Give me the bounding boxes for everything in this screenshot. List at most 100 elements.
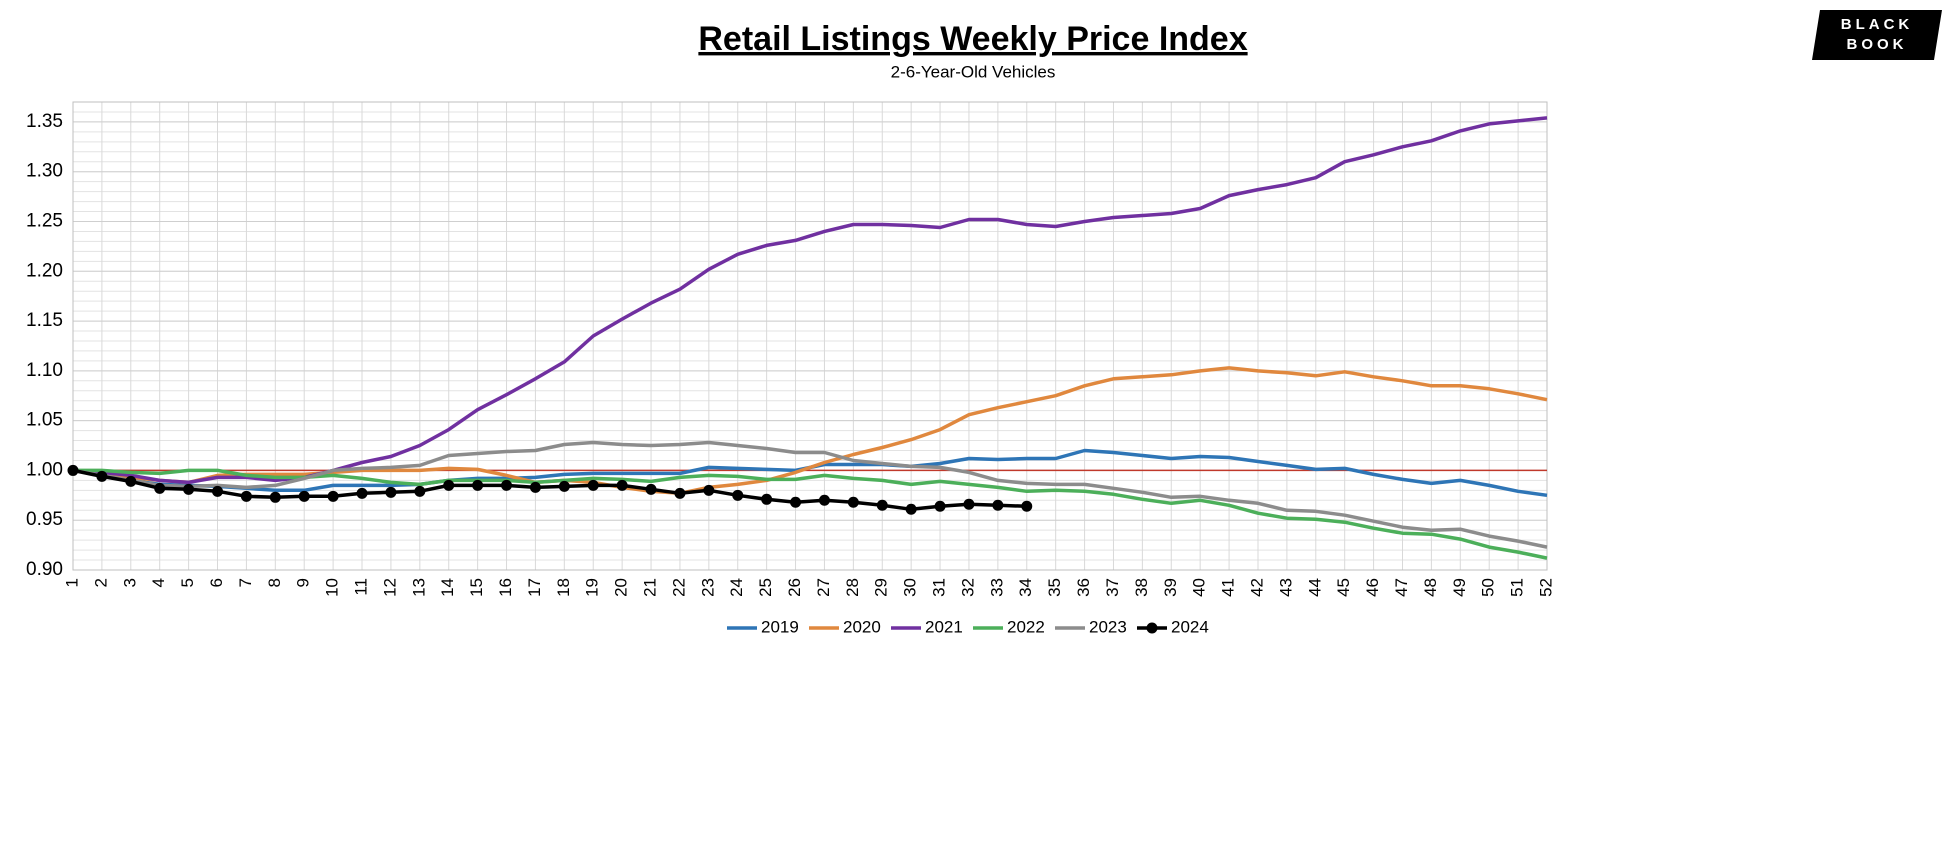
x-tick-label: 18: [554, 578, 573, 597]
series-marker: [443, 479, 455, 491]
x-tick-label: 41: [1219, 578, 1238, 597]
series-marker: [645, 483, 657, 495]
series-line: [73, 468, 1548, 560]
x-tick-label: 15: [467, 578, 486, 597]
x-tick-label: 23: [698, 578, 717, 597]
chart-subtitle: 2-6-Year-Old Vehicles: [891, 62, 1056, 81]
x-tick-label: 7: [236, 578, 255, 587]
legend-label: 2019: [761, 617, 799, 636]
legend-marker: [1146, 622, 1158, 634]
y-tick-label: 1.00: [26, 459, 63, 480]
series-marker: [269, 491, 281, 503]
x-tick-label: 33: [987, 578, 1006, 597]
series-marker: [818, 494, 830, 506]
x-tick-label: 47: [1392, 578, 1411, 597]
legend-label: 2022: [1007, 617, 1045, 636]
x-tick-label: 9: [294, 578, 313, 587]
x-tick-label: 39: [1161, 578, 1180, 597]
y-tick-label: 1.35: [26, 111, 63, 132]
x-tick-label: 14: [438, 578, 457, 597]
series-marker: [703, 484, 715, 496]
x-tick-label: 50: [1479, 578, 1498, 597]
x-tick-label: 46: [1363, 578, 1382, 597]
x-tick-label: 21: [641, 578, 660, 597]
series-marker: [674, 487, 686, 499]
series-marker: [876, 499, 888, 511]
x-tick-label: 4: [149, 578, 168, 587]
x-tick-label: 6: [207, 578, 226, 587]
y-tick-label: 1.15: [26, 310, 63, 331]
series-line: [72, 468, 1027, 512]
x-tick-label: 26: [785, 578, 804, 597]
series-marker: [732, 489, 744, 501]
x-tick-label: 19: [583, 578, 602, 597]
series-line: [72, 116, 1548, 485]
x-tick-label: 51: [1508, 578, 1527, 597]
plot-frame: [72, 101, 1548, 571]
chart-title: Retail Listings Weekly Price Index: [698, 20, 1247, 58]
x-tick-label: 40: [1190, 578, 1209, 597]
x-tick-label: 52: [1536, 578, 1555, 597]
series-marker: [385, 486, 397, 498]
y-tick-label: 1.20: [26, 260, 63, 281]
x-tick-label: 37: [1103, 578, 1122, 597]
series-marker: [847, 496, 859, 508]
y-tick-label: 1.25: [26, 211, 63, 232]
legend-label: 2021: [925, 617, 963, 636]
series-marker: [96, 470, 108, 482]
series-marker: [472, 479, 484, 491]
x-tick-label: 35: [1045, 578, 1064, 597]
series-marker: [616, 479, 628, 491]
x-tick-label: 3: [120, 578, 139, 587]
x-tick-label: 44: [1305, 578, 1324, 597]
x-tick-label: 38: [1132, 578, 1151, 597]
x-tick-label: 11: [352, 578, 371, 596]
x-tick-label: 1: [62, 578, 81, 587]
x-tick-label: 49: [1450, 578, 1469, 597]
logo-text: BOOK: [1847, 36, 1908, 53]
x-tick-label: 29: [872, 578, 891, 597]
series-marker: [790, 496, 802, 508]
legend-label: 2024: [1171, 617, 1209, 636]
series-marker: [240, 490, 252, 502]
x-tick-label: 22: [669, 578, 688, 597]
logo-box: [1812, 10, 1942, 60]
legend-label: 2020: [843, 617, 881, 636]
x-tick-label: 45: [1334, 578, 1353, 597]
series-marker: [327, 490, 339, 502]
series-marker: [212, 485, 224, 497]
x-tick-label: 17: [525, 578, 544, 597]
x-tick-label: 25: [756, 578, 775, 597]
y-tick-label: 1.10: [26, 360, 63, 381]
series-marker: [761, 493, 773, 505]
series-marker: [905, 503, 917, 515]
y-tick-label: 0.95: [26, 509, 63, 530]
x-tick-label: 34: [1016, 578, 1035, 597]
x-tick-label: 31: [930, 578, 949, 597]
legend-label: 2023: [1089, 617, 1127, 636]
x-tick-label: 5: [178, 578, 197, 587]
y-tick-label: 1.05: [26, 410, 63, 431]
series-marker: [298, 490, 310, 502]
logo-text: BLACK: [1841, 16, 1914, 33]
series-line: [72, 440, 1548, 549]
series-marker: [125, 475, 137, 487]
series-marker: [934, 500, 946, 512]
x-tick-label: 2: [91, 578, 110, 587]
x-tick-label: 10: [323, 578, 342, 597]
y-tick-label: 1.30: [26, 161, 63, 182]
x-tick-label: 16: [496, 578, 515, 597]
x-tick-label: 8: [265, 578, 284, 587]
series-marker: [992, 499, 1004, 511]
series-marker: [356, 487, 368, 499]
series-marker: [183, 483, 195, 495]
x-tick-label: 30: [901, 578, 920, 597]
x-tick-label: 42: [1247, 578, 1266, 597]
x-tick-label: 36: [1074, 578, 1093, 597]
series-marker: [963, 498, 975, 510]
x-tick-label: 13: [409, 578, 428, 597]
x-tick-label: 27: [814, 578, 833, 597]
series-marker: [587, 479, 599, 491]
x-tick-label: 43: [1276, 578, 1295, 597]
